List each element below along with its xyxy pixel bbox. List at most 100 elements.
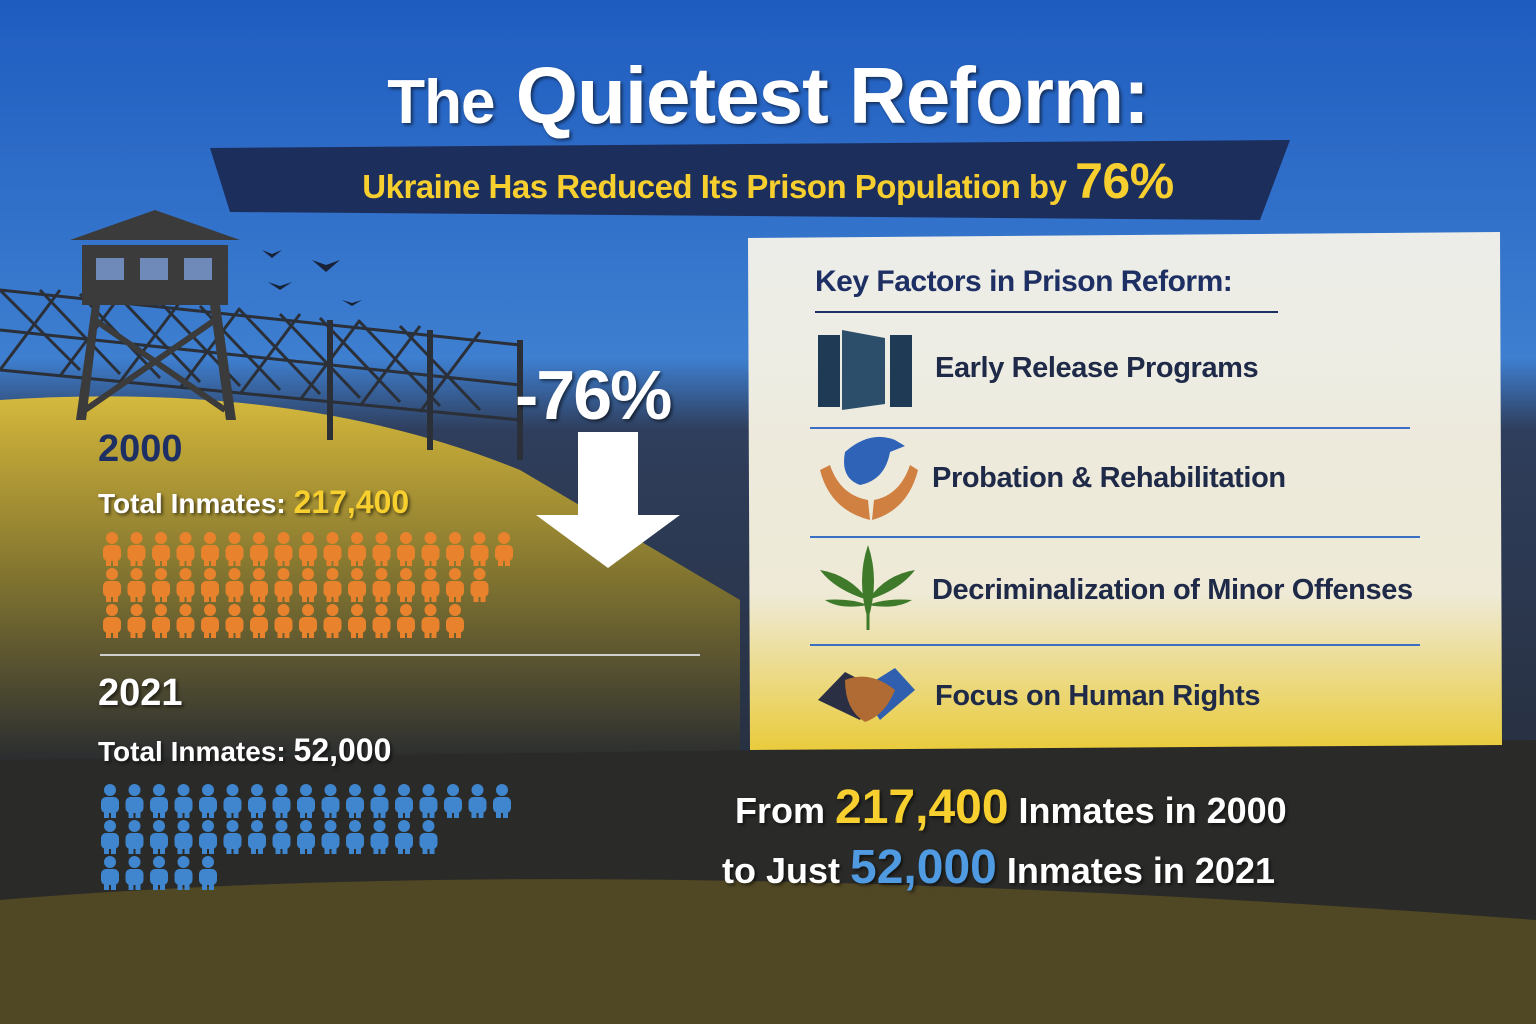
watchtower (70, 210, 240, 420)
person-icon (150, 784, 168, 818)
person-icon (348, 532, 366, 566)
person-icon (395, 784, 413, 818)
person-icon (446, 568, 464, 602)
before-label: Total Inmates: (98, 488, 286, 519)
summary-line: to Just 52,000 Inmates in 2021 (722, 840, 1275, 895)
person-icon (225, 568, 244, 602)
ground-texture (0, 879, 1536, 1024)
person-icon (250, 568, 268, 602)
person-icon (495, 532, 513, 566)
before-total: Total Inmates: 217,400 (98, 484, 409, 521)
person-icon (274, 532, 293, 566)
person-icon (444, 784, 462, 818)
person-icon (446, 604, 464, 638)
person-icon (299, 568, 317, 602)
title-main: Quietest Reform: (515, 51, 1150, 140)
person-icon (421, 568, 440, 602)
person-icon (176, 604, 195, 638)
after-year: 2021 (98, 672, 183, 714)
person-icon (323, 568, 342, 602)
person-icon (419, 820, 438, 854)
person-icon (397, 568, 415, 602)
person-icon (150, 820, 168, 854)
person-icon (150, 856, 168, 890)
person-icon (299, 604, 317, 638)
person-icon (176, 532, 195, 566)
person-icon (395, 820, 413, 854)
person-icon (248, 820, 266, 854)
person-icon (101, 784, 119, 818)
factors-panel (748, 232, 1502, 750)
factor-separators (810, 427, 1420, 646)
person-icon (493, 784, 511, 818)
person-icon (250, 532, 268, 566)
title-lead: The (387, 68, 495, 137)
title: The Quietest Reform: (0, 50, 1536, 142)
door-icon (818, 330, 912, 410)
person-icon (125, 856, 144, 890)
person-icon (225, 604, 244, 638)
subtitle-banner (210, 140, 1290, 220)
person-icon (103, 604, 121, 638)
person-icon (470, 568, 489, 602)
person-icon (346, 784, 364, 818)
factor: Early Release Programs (935, 352, 1259, 384)
person-icon (348, 568, 366, 602)
person-icon (470, 532, 489, 566)
person-icon (274, 604, 293, 638)
person-icon (272, 784, 291, 818)
person-icon (103, 532, 121, 566)
change: -76% (515, 356, 672, 434)
person-icon (446, 532, 464, 566)
person-icon (272, 820, 291, 854)
person-icon (199, 820, 217, 854)
person-icon (127, 604, 146, 638)
after-label: Total Inmates: (98, 736, 286, 767)
person-icon (297, 784, 315, 818)
person-icon (223, 784, 242, 818)
birds (262, 250, 362, 306)
person-icon (397, 604, 415, 638)
person-icon (127, 568, 146, 602)
factor: Focus on Human Rights (935, 680, 1261, 712)
person-icon (174, 820, 193, 854)
person-icon (199, 784, 217, 818)
person-icon (101, 820, 119, 854)
person-icon (248, 784, 266, 818)
down-arrow (536, 432, 680, 568)
person-icon (323, 532, 342, 566)
person-icon (468, 784, 487, 818)
person-icon (250, 604, 268, 638)
person-icon (225, 532, 244, 566)
person-icon (174, 856, 193, 890)
before-year: 2000 (98, 428, 183, 470)
factor: Probation & Rehabilitation (932, 462, 1286, 494)
factor: Decriminalization of Minor Offenses (932, 574, 1413, 606)
person-icon (370, 820, 389, 854)
bird-hands-icon (820, 436, 918, 520)
person-icon (372, 532, 391, 566)
subtitle-text: Ukraine Has Reduced Its Prison Populatio… (362, 168, 1067, 205)
person-icon (176, 568, 195, 602)
leaf-icon (820, 545, 915, 630)
person-icon (201, 532, 219, 566)
person-icon (174, 784, 193, 818)
subtitle: Ukraine Has Reduced Its Prison Populatio… (0, 152, 1536, 210)
summary-text: Inmates in 2000 (1018, 790, 1287, 831)
summary-number: 217,400 (835, 781, 1009, 834)
summary-text: Inmates in 2021 (1006, 850, 1275, 891)
person-icon (223, 820, 242, 854)
person-icon (321, 784, 340, 818)
person-icon (419, 784, 438, 818)
person-icon (125, 820, 144, 854)
person-icon (348, 604, 366, 638)
person-icon (125, 784, 144, 818)
person-icon (323, 604, 342, 638)
person-icon (127, 532, 146, 566)
person-icon (152, 568, 170, 602)
person-icon (372, 568, 391, 602)
person-icon (152, 604, 170, 638)
person-icon (297, 820, 315, 854)
person-icon (346, 820, 364, 854)
